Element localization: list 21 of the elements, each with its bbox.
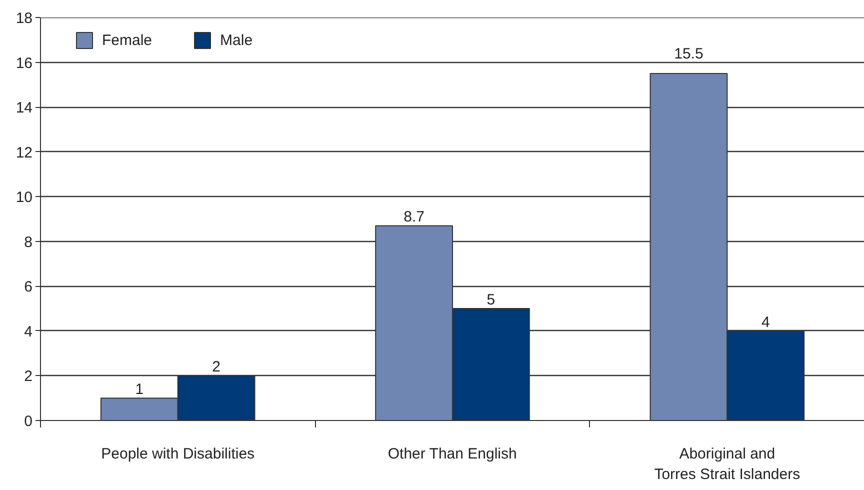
x-tick-label: Aboriginal and Torres Strait Islanders bbox=[654, 446, 800, 483]
y-tick-label: 18 bbox=[16, 10, 33, 27]
data-label: 8.7 bbox=[404, 208, 424, 226]
data-label: 2 bbox=[212, 358, 220, 376]
data-label: 1 bbox=[135, 381, 144, 398]
y-tick-label: 4 bbox=[24, 323, 32, 340]
y-tick-label: 16 bbox=[16, 54, 33, 72]
legend-label: Male bbox=[220, 32, 253, 48]
data-label: 5 bbox=[486, 292, 496, 309]
y-tick-label: 8 bbox=[24, 234, 32, 251]
y-tick-label: 10 bbox=[16, 189, 33, 206]
data-label: 4 bbox=[761, 314, 770, 331]
y-tick-label: 14 bbox=[16, 100, 33, 117]
data-label: 15.5 bbox=[674, 45, 704, 62]
y-tick-label: 12 bbox=[16, 144, 33, 162]
y-tick-label: 2 bbox=[24, 368, 32, 386]
legend-label: Female bbox=[102, 32, 152, 48]
y-tick-label: 6 bbox=[24, 278, 32, 296]
x-tick-label: People with Disabilities bbox=[101, 446, 255, 462]
x-tick-label: Other Than English bbox=[388, 446, 517, 462]
y-tick-label: 0 bbox=[24, 413, 32, 430]
